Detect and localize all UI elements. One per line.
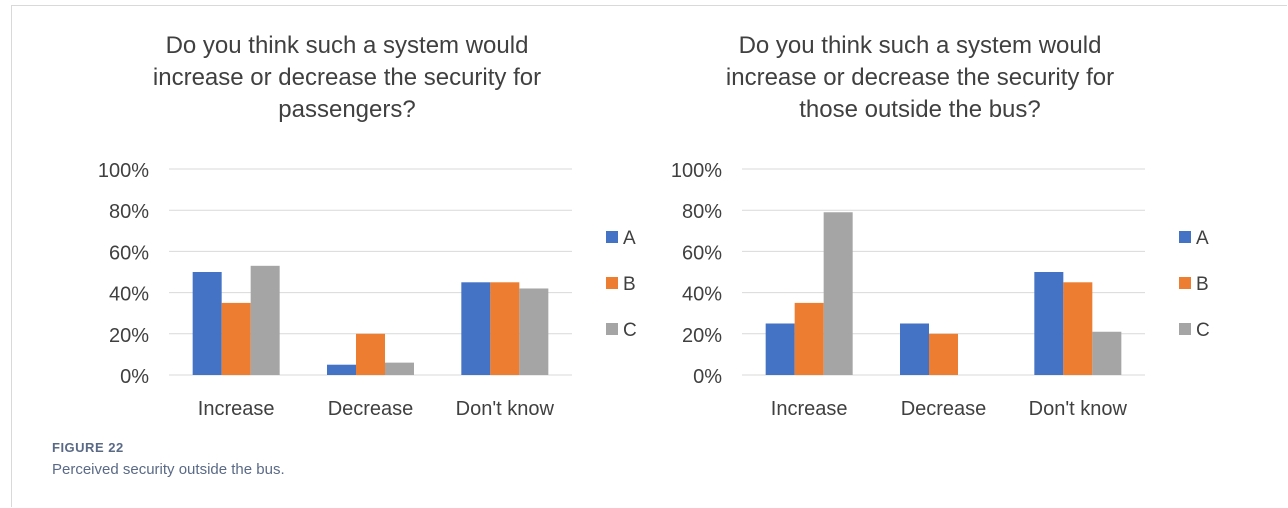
legend-label: A bbox=[1196, 228, 1209, 249]
bar-C bbox=[519, 288, 549, 375]
x-tick-label: Don't know bbox=[456, 398, 555, 420]
chart-outside-bus: Do you think such a system would increas… bbox=[640, 30, 1240, 430]
bar-A bbox=[1034, 272, 1064, 375]
bar-C bbox=[250, 265, 280, 375]
x-tick-label: Increase bbox=[771, 398, 848, 420]
x-tick-label: Increase bbox=[198, 398, 275, 420]
y-tick-label: 40% bbox=[682, 284, 722, 306]
legend-label: B bbox=[1196, 274, 1209, 295]
bar-B bbox=[1063, 282, 1093, 375]
legend-swatch bbox=[606, 277, 618, 289]
bar-A bbox=[327, 364, 356, 375]
chart-title: Do you think such a system would increas… bbox=[152, 32, 542, 123]
y-tick-label: 20% bbox=[682, 325, 722, 347]
chart-plot: 0% 20% 40% 60% 80% 100% Increase Decrease Don't … bbox=[98, 160, 637, 420]
bar-B bbox=[221, 302, 251, 375]
y-tick-label: 20% bbox=[109, 325, 149, 347]
bar-B bbox=[356, 333, 385, 375]
legend-label: A bbox=[623, 228, 636, 249]
y-tick-label: 100% bbox=[671, 160, 722, 182]
y-tick-label: 0% bbox=[120, 366, 149, 388]
figure-frame bbox=[11, 5, 1287, 507]
y-tick-label: 80% bbox=[682, 201, 722, 223]
y-tick-label: 80% bbox=[109, 201, 149, 223]
bar-C bbox=[1092, 331, 1122, 375]
bar-B bbox=[490, 282, 520, 375]
y-tick-label: 40% bbox=[109, 284, 149, 306]
y-tick-label: 0% bbox=[693, 366, 722, 388]
legend-label: C bbox=[623, 320, 637, 341]
legend-swatch bbox=[606, 231, 618, 243]
x-tick-label: Decrease bbox=[328, 398, 414, 420]
x-tick-label: Decrease bbox=[901, 398, 987, 420]
bar-A bbox=[900, 323, 929, 375]
y-tick-label: 100% bbox=[98, 160, 149, 182]
legend-swatch bbox=[1179, 231, 1191, 243]
bar-A bbox=[461, 282, 491, 375]
chart-title: Do you think such a system would increas… bbox=[725, 32, 1115, 123]
bar-B bbox=[794, 302, 824, 375]
legend-swatch bbox=[1179, 277, 1191, 289]
figure-label: FIGURE 22 bbox=[52, 440, 124, 455]
legend-swatch bbox=[606, 323, 618, 335]
chart-plot: 0% 20% 40% 60% 80% 100% Increase Decrease Don't … bbox=[671, 160, 1210, 420]
figure-caption: Perceived security outside the bus. bbox=[52, 461, 285, 478]
legend-label: B bbox=[623, 274, 636, 295]
bar-C bbox=[823, 212, 853, 375]
legend-label: C bbox=[1196, 320, 1210, 341]
bar-B bbox=[929, 333, 958, 375]
x-tick-label: Don't know bbox=[1029, 398, 1128, 420]
chart-passengers: Do you think such a system would increas… bbox=[67, 30, 667, 430]
bar-A bbox=[765, 323, 795, 375]
y-tick-label: 60% bbox=[682, 242, 722, 264]
bar-C bbox=[385, 362, 414, 375]
bar-A bbox=[192, 272, 222, 375]
legend-swatch bbox=[1179, 323, 1191, 335]
y-tick-label: 60% bbox=[109, 242, 149, 264]
